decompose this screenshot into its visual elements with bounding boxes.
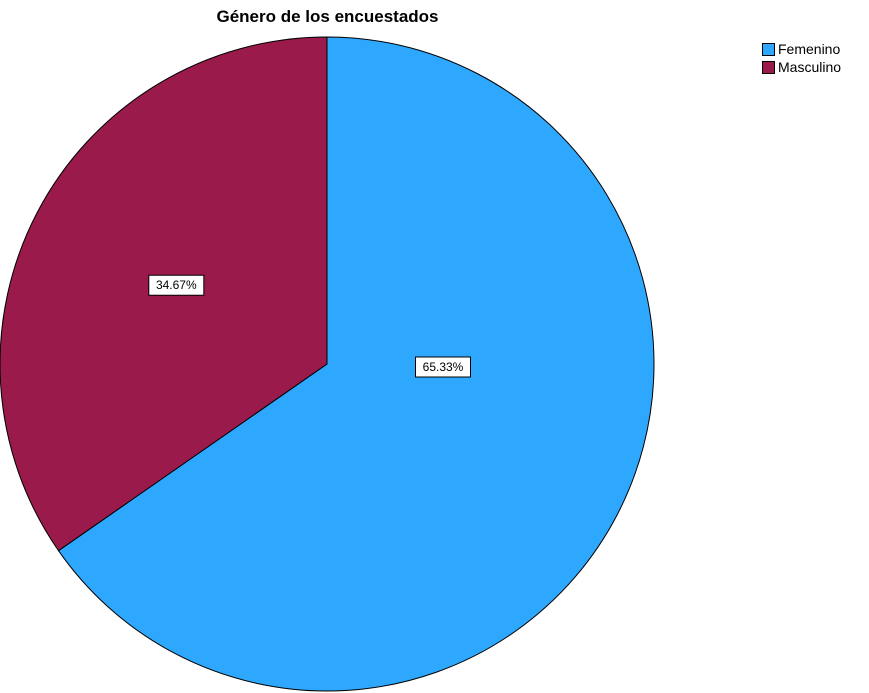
data-label-box — [415, 356, 471, 378]
pie-slices — [0, 36, 655, 692]
data-label-femenino: 65.33% — [415, 356, 471, 378]
pie-slice-femenino — [57, 36, 655, 692]
pie-data-labels: 65.33% 34.67% — [148, 274, 471, 378]
legend-item-masculino: Masculino — [762, 58, 841, 76]
data-label-box — [148, 274, 205, 296]
legend: Femenino Masculino — [762, 40, 841, 76]
legend-item-femenino: Femenino — [762, 40, 841, 58]
legend-label-masculino: Masculino — [778, 59, 842, 75]
legend-swatch-masculino — [762, 60, 775, 74]
legend-swatch-femenino — [762, 42, 775, 56]
data-label-masculino: 34.67% — [148, 274, 205, 296]
data-label-text: 34.67% — [156, 278, 197, 292]
data-label-text: 65.33% — [423, 360, 464, 374]
legend-label-femenino: Femenino — [778, 41, 841, 57]
chart-title: Género de los encuestados — [216, 7, 439, 26]
